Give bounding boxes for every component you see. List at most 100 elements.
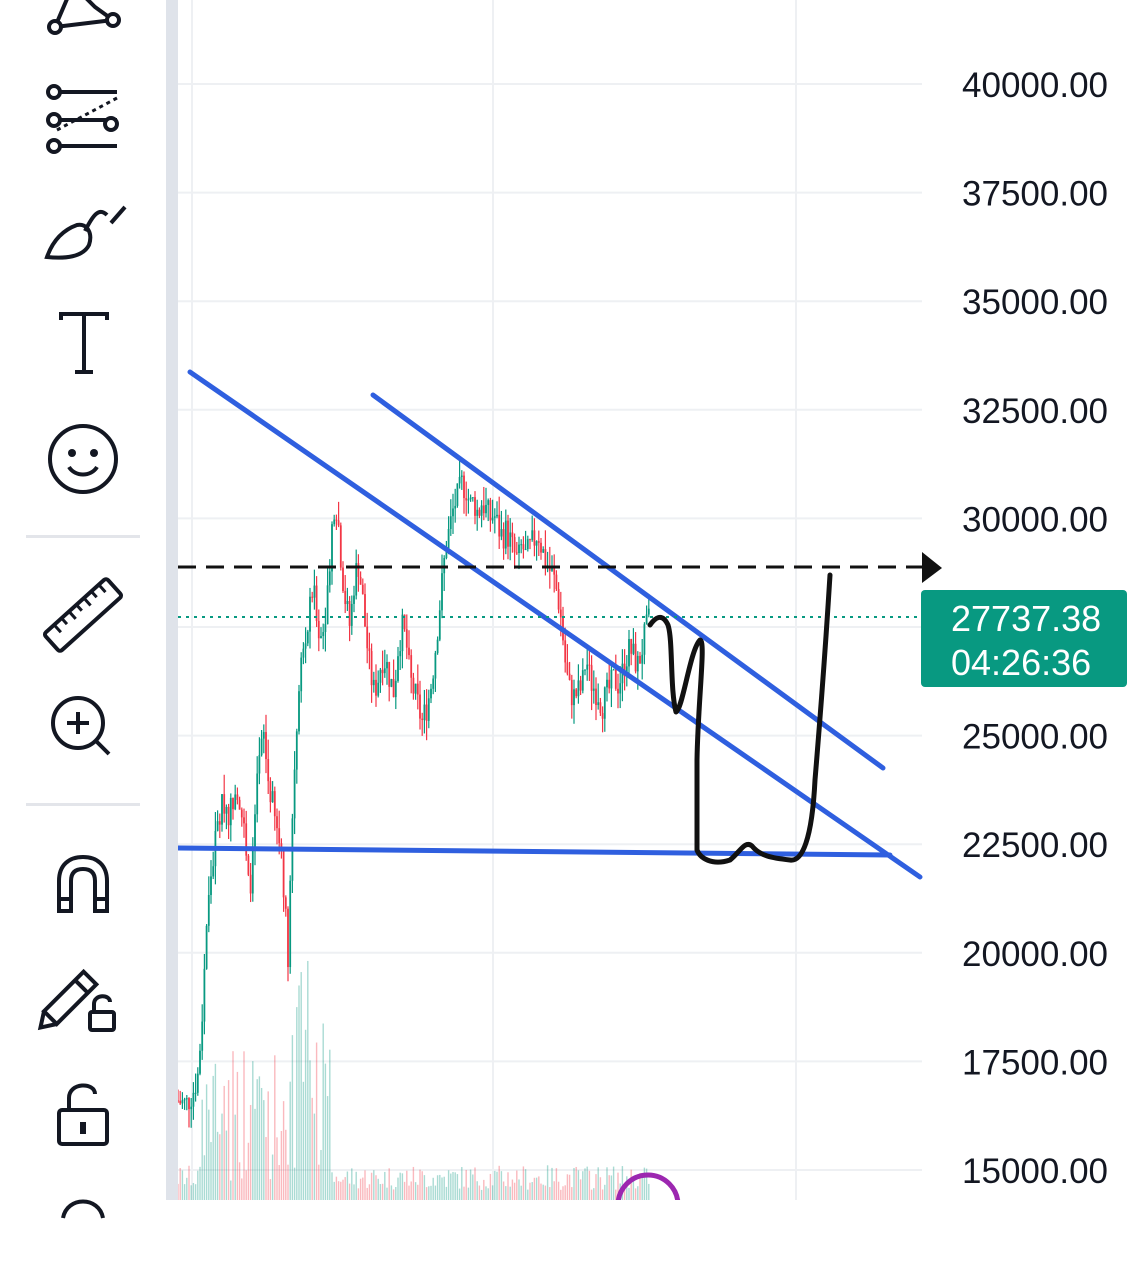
candle-body (324, 624, 327, 633)
volume-bar (287, 1164, 289, 1200)
fib-retracement-tool[interactable] (33, 68, 133, 168)
candle-body (289, 880, 292, 968)
candle-body (238, 799, 241, 810)
candle-body (317, 620, 320, 639)
candle-body (366, 626, 369, 649)
volume-bar (381, 1183, 384, 1200)
candle-body (320, 636, 322, 639)
candle-body (597, 702, 600, 706)
volume-bar (386, 1187, 388, 1200)
candle-body (566, 662, 569, 674)
candle-body (298, 691, 300, 732)
candle-body (531, 530, 534, 540)
candle-body (410, 655, 413, 678)
candle-body (592, 688, 595, 691)
volume-bar (577, 1170, 580, 1200)
volume-bar (337, 1181, 340, 1200)
volume-bar (311, 1097, 313, 1200)
lower-trendline[interactable] (187, 369, 923, 880)
support-line[interactable] (175, 845, 893, 858)
candle-body (645, 614, 648, 625)
candle-body (445, 550, 448, 559)
volume-bar (588, 1170, 591, 1200)
brush-tool[interactable] (33, 185, 133, 285)
candle-body (258, 755, 261, 774)
volume-bar (214, 1063, 217, 1200)
toolbar-divider (26, 803, 140, 806)
candle-body (337, 520, 340, 526)
candle-body (537, 541, 540, 543)
emoji-tool[interactable] (33, 409, 133, 509)
volume-bar (491, 1185, 494, 1200)
candle-body (584, 669, 586, 671)
candle-body (364, 594, 366, 627)
candle-body (185, 1098, 188, 1100)
volume-bar (511, 1179, 514, 1200)
candle-body (359, 576, 362, 585)
candle-body (432, 678, 435, 689)
volume-bar (263, 1100, 265, 1200)
candle-body (394, 680, 397, 698)
volume-bar (520, 1185, 522, 1200)
magnet-tool[interactable] (33, 833, 133, 933)
volume-bar (247, 1142, 250, 1200)
volume-bar (236, 1071, 239, 1200)
candle-body (196, 1073, 199, 1093)
volume-bar (368, 1184, 371, 1200)
candle-body (507, 520, 509, 547)
pattern-tool[interactable] (33, 0, 133, 65)
candle-body (588, 664, 591, 666)
smiley-icon (48, 424, 118, 494)
candle-body (465, 498, 468, 501)
candle-body (529, 539, 531, 541)
candle-body (511, 532, 514, 538)
volume-bars (177, 960, 650, 1200)
candle-body (469, 497, 472, 500)
volume-bar (210, 1142, 212, 1200)
volume-bar (408, 1185, 410, 1200)
volume-bar (199, 1166, 201, 1200)
freehand-sketch[interactable] (647, 572, 833, 865)
volume-bar (351, 1168, 353, 1200)
volume-bar (238, 1162, 241, 1200)
volume-bar (304, 1029, 307, 1200)
volume-bar (188, 1165, 190, 1200)
text-icon (59, 312, 109, 374)
candle-body (639, 655, 641, 664)
candle-body (498, 514, 501, 537)
measure-tool[interactable] (33, 565, 133, 665)
volume-bar (478, 1185, 481, 1200)
candle-body (513, 537, 516, 553)
candle-body (430, 688, 432, 699)
volume-bar (256, 1079, 258, 1200)
lock-all-tool[interactable] (33, 1068, 133, 1168)
price-tick-label: 25000.00 (962, 718, 1108, 757)
candle-body (647, 608, 650, 615)
lock-drawings-tool[interactable] (33, 950, 133, 1050)
zoom-tool[interactable] (33, 675, 133, 775)
indicator-badge-icon[interactable] (615, 1172, 681, 1200)
volume-bar (458, 1188, 461, 1200)
text-tool[interactable] (33, 294, 133, 394)
candle-body (586, 664, 589, 670)
volume-bar (212, 1075, 214, 1200)
volume-bar (454, 1172, 456, 1200)
volume-bar (234, 1114, 236, 1200)
volume-bar (252, 1061, 254, 1200)
volume-bar (474, 1167, 476, 1200)
volume-bar (324, 1063, 327, 1200)
candle-body (375, 679, 377, 696)
candle-body (557, 588, 560, 610)
candle-body (467, 499, 470, 501)
more-tools[interactable] (33, 1170, 133, 1270)
candle-body (205, 925, 208, 969)
volume-bar (575, 1166, 577, 1200)
volume-bar (406, 1170, 408, 1200)
candle-body (641, 654, 644, 664)
volume-bar (447, 1170, 450, 1200)
volume-bar (318, 1164, 320, 1200)
price-tick-label: 35000.00 (962, 283, 1108, 322)
candle-body (544, 549, 547, 567)
upper-trendline[interactable] (370, 392, 886, 771)
volume-bar (465, 1169, 467, 1200)
